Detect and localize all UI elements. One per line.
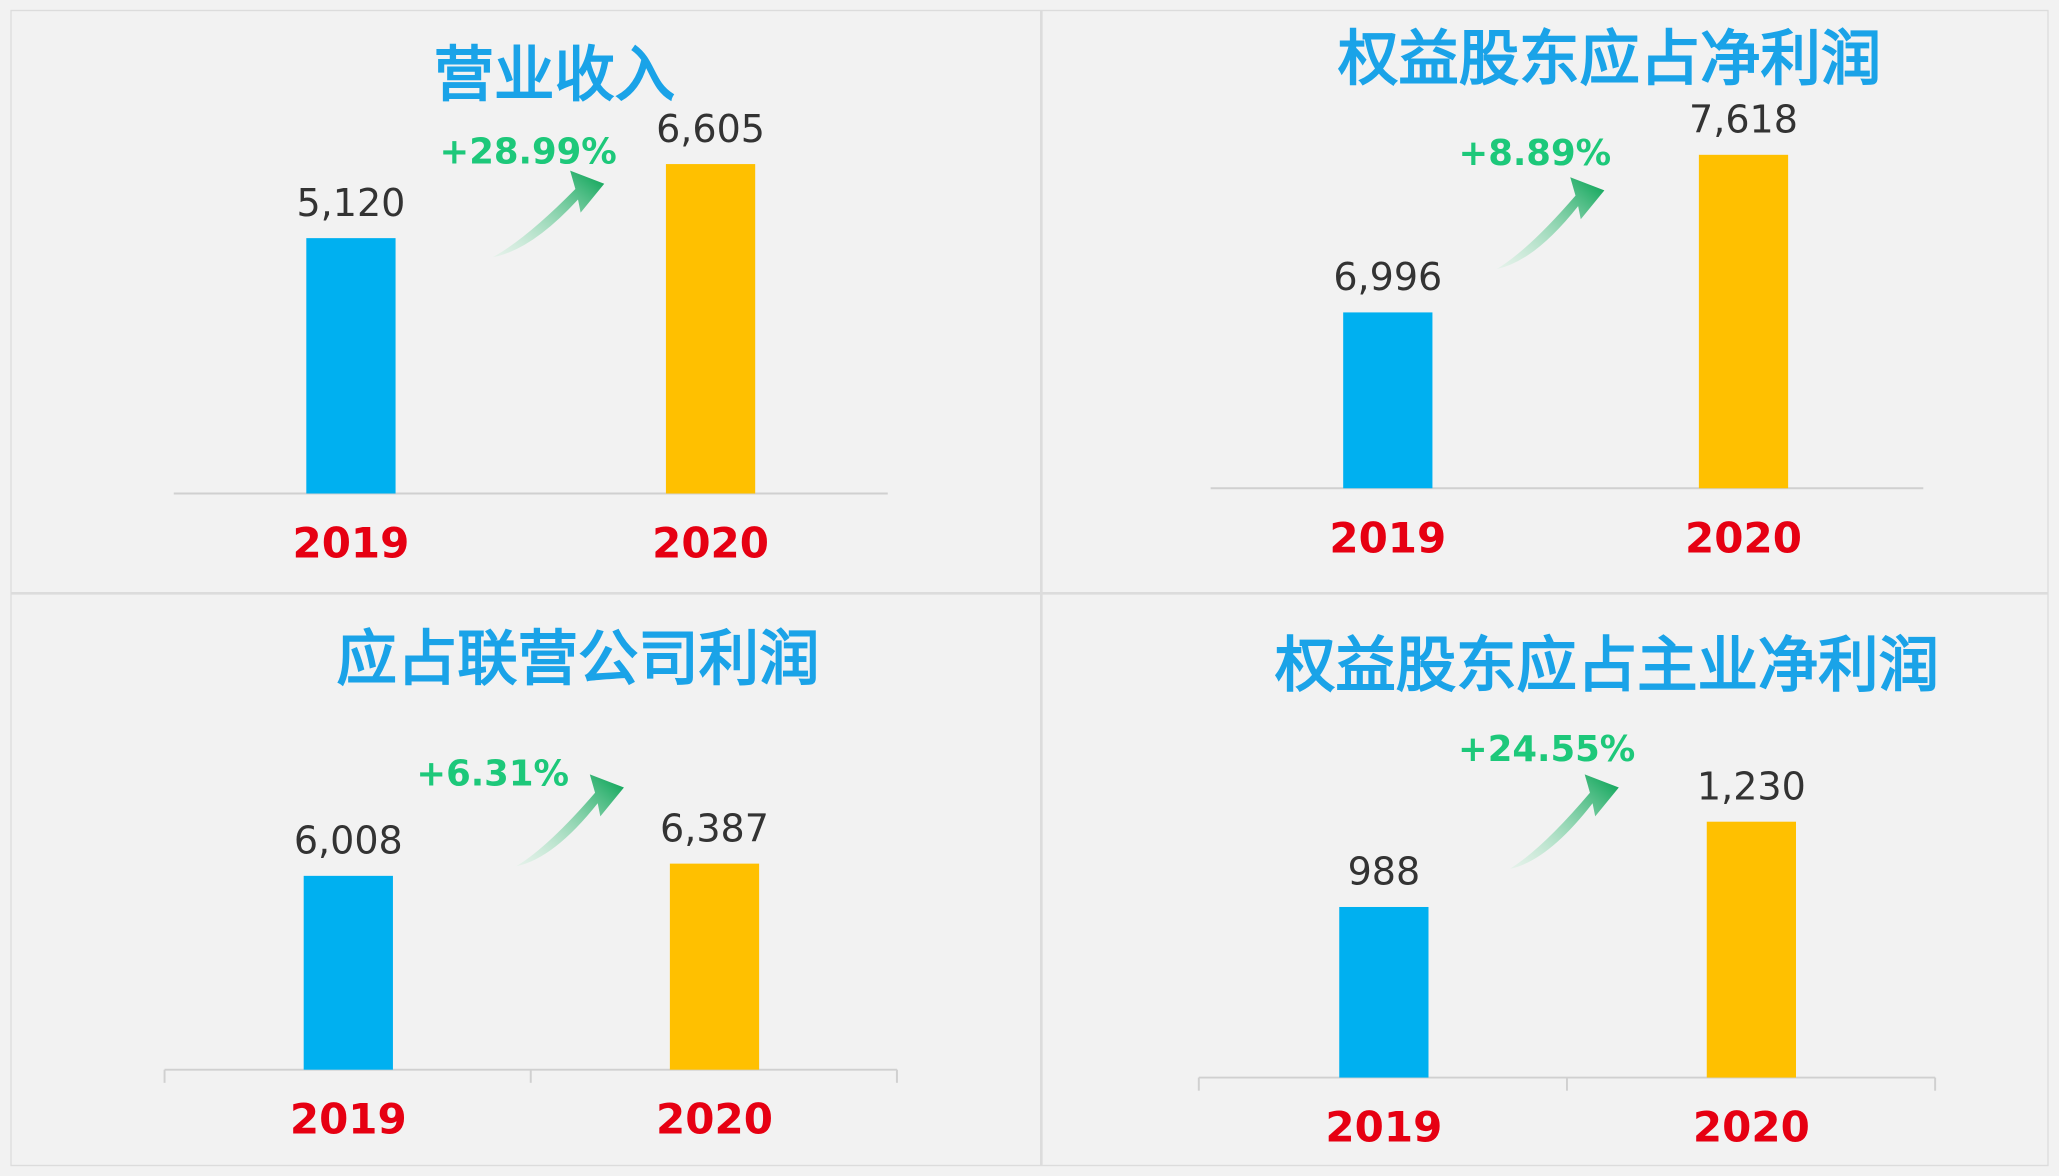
- bar: [1343, 312, 1433, 489]
- bar: [1339, 906, 1429, 1078]
- x-tick-label: 2020: [652, 519, 769, 568]
- x-tick-label: 2020: [1693, 1103, 1810, 1152]
- growth-arrow: [1509, 774, 1619, 869]
- value-label: 6,387: [660, 806, 769, 850]
- growth-arrow: [516, 774, 624, 867]
- value-label: 1,230: [1697, 764, 1806, 808]
- frame: [10, 9, 2049, 1167]
- bar: [669, 863, 760, 1070]
- bar: [1706, 821, 1796, 1078]
- chart-title: 营业收入: [434, 40, 675, 110]
- x-tick-label: 2020: [1685, 513, 1802, 562]
- value-label: 6,008: [294, 819, 403, 863]
- growth-annotation: +8.89%: [1459, 133, 1612, 174]
- x-tick-label: 2019: [1325, 1103, 1442, 1152]
- chart-title: 应占联营公司利润: [337, 624, 820, 694]
- growth-annotation: +28.99%: [440, 132, 617, 173]
- chart-title: 权益股东应占主业净利润: [1274, 631, 1939, 701]
- value-label: 6,996: [1333, 255, 1442, 299]
- growth-arrow: [492, 170, 605, 258]
- bar: [1698, 154, 1789, 489]
- value-label: 7,618: [1689, 98, 1798, 142]
- bar: [306, 238, 396, 494]
- x-tick-label: 2019: [290, 1095, 407, 1144]
- bar: [665, 164, 756, 494]
- growth-annotation: +24.55%: [1458, 729, 1635, 770]
- growth-annotation: +6.31%: [416, 754, 569, 795]
- value-label: 6,605: [656, 107, 765, 151]
- growth-arrow: [1496, 177, 1605, 270]
- x-tick-label: 2019: [1329, 513, 1446, 562]
- x-tick-label: 2020: [656, 1095, 773, 1144]
- chart-title: 权益股东应占净利润: [1337, 25, 1881, 95]
- x-tick-label: 2019: [292, 519, 409, 568]
- value-label: 988: [1348, 850, 1421, 894]
- value-label: 5,120: [296, 181, 405, 225]
- bar: [303, 875, 393, 1070]
